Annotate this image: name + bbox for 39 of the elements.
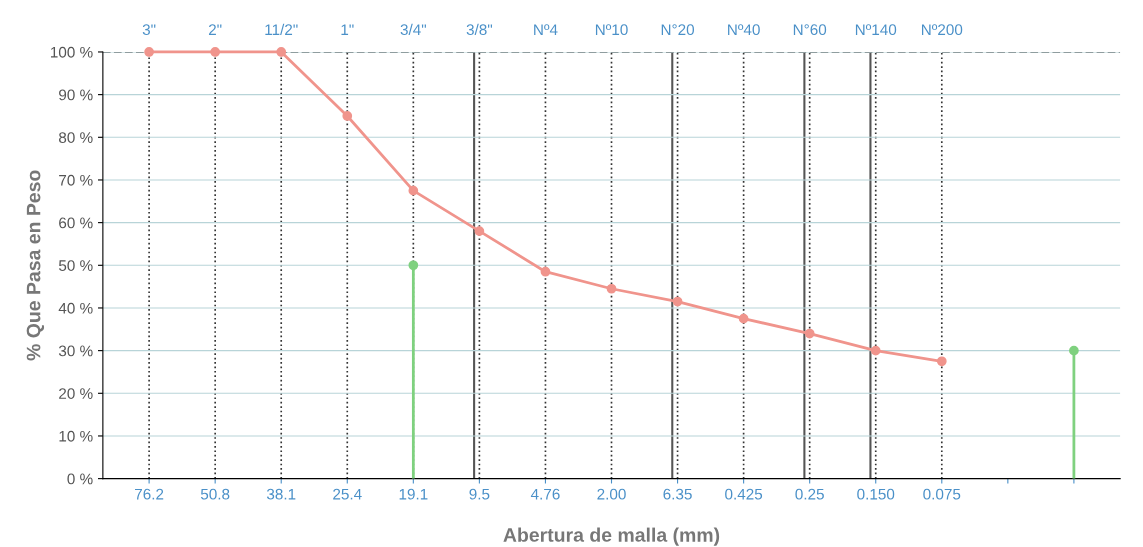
x-tick-label: 0.150 — [857, 488, 895, 500]
y-axis-title: % Que Pasa en Peso — [26, 170, 45, 361]
x-tick-label: 0.25 — [795, 488, 824, 500]
y-tick-label: 50 % — [58, 260, 93, 271]
text: 2" — [208, 24, 222, 35]
y-tick-label: 0 % — [67, 473, 93, 485]
text: Nº40 — [728, 24, 760, 36]
y-tick-label: 20 % — [59, 388, 93, 399]
x-axis-title: Abertura de malla (mm) — [503, 527, 720, 546]
y-tick-label: 30 % — [58, 345, 93, 357]
x-tick-label: 38.1 — [266, 488, 296, 500]
text: 3/8" — [466, 23, 493, 36]
y-tick-label: 10 % — [59, 430, 93, 442]
text: Nº10 — [595, 24, 628, 36]
text: N°20 — [661, 24, 695, 36]
y-tick-label: 90 % — [59, 89, 93, 101]
x-tick-label: 4.76 — [530, 488, 560, 500]
y-tick-label: 60 % — [59, 217, 93, 229]
x-tick-label: 9.5 — [469, 488, 490, 500]
y-tick-label: 100 % — [51, 46, 93, 58]
text: Nº140 — [855, 24, 897, 36]
y-tick-label: 40 % — [58, 302, 93, 314]
x-tick-label: 25.4 — [333, 488, 362, 500]
x-tick-label: 0.425 — [725, 488, 763, 500]
x-tick-label: 0.075 — [923, 488, 961, 500]
text: 3" — [142, 24, 156, 36]
text: Nº200 — [921, 24, 963, 36]
x-tick-label: 76.2 — [135, 488, 164, 500]
x-tick-label: 6.35 — [663, 488, 692, 500]
y-tick-label: 70 % — [59, 174, 93, 186]
x-tick-label: 2.00 — [597, 488, 626, 500]
x-tick-label: 50.8 — [200, 488, 230, 500]
y-tick-label: 80 % — [58, 132, 93, 143]
x-tick-label: 19.1 — [399, 488, 428, 500]
text: 11/2" — [265, 23, 298, 36]
text: Nº4 — [534, 24, 558, 35]
text: 3/4" — [400, 23, 427, 36]
text: 1" — [341, 24, 354, 35]
text: N°60 — [793, 24, 827, 36]
